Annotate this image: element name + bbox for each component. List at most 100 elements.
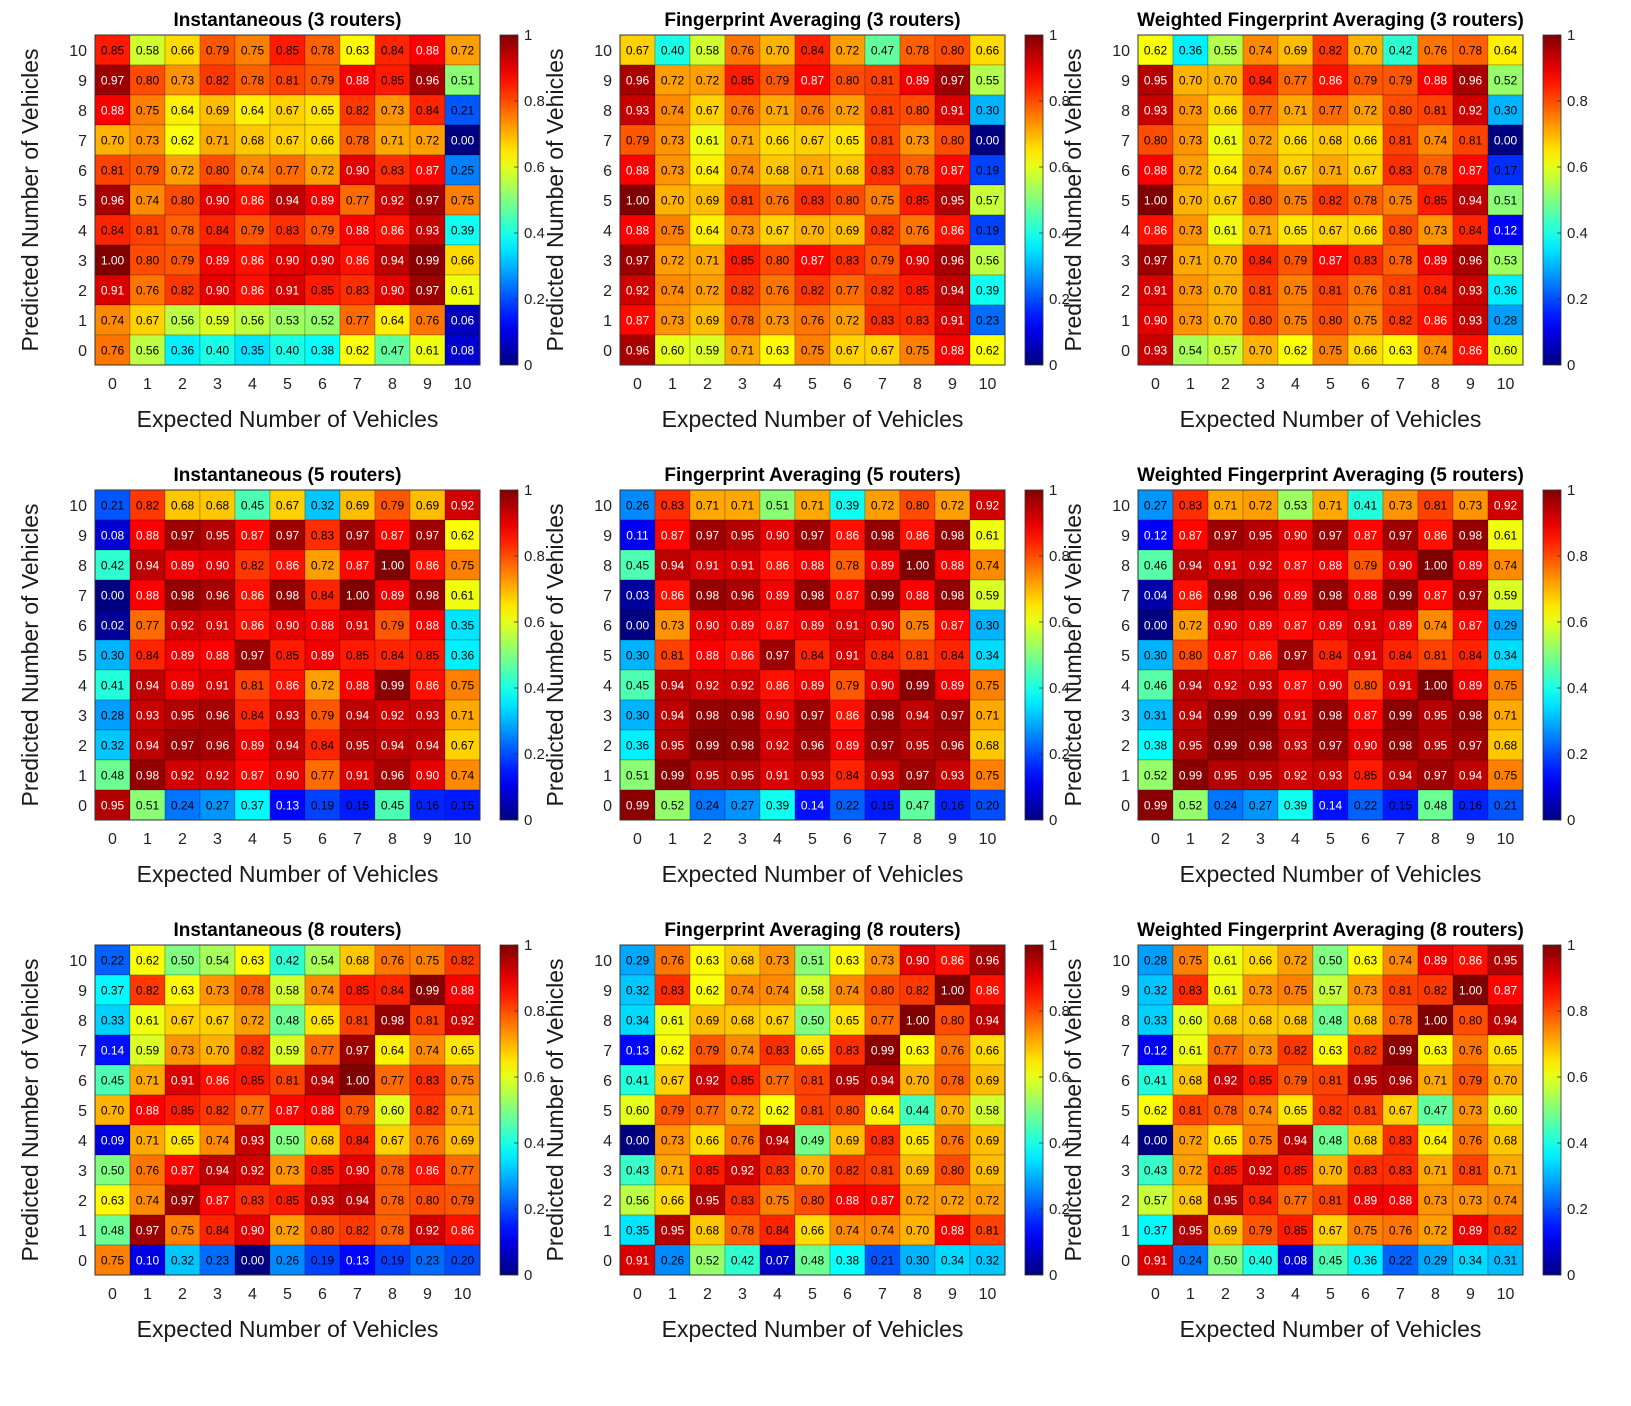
cell-value-label: 0.85 bbox=[1284, 1164, 1308, 1178]
heatmap-cell bbox=[234, 489, 271, 521]
cell-value-label: 0.69 bbox=[696, 314, 720, 328]
cell-value-label: 0.97 bbox=[871, 739, 895, 753]
cell-value-label: 0.64 bbox=[241, 104, 265, 118]
heatmap-cell bbox=[724, 334, 761, 366]
x-tick-label: 7 bbox=[1396, 831, 1405, 848]
colorbar-tick-label: 0 bbox=[1049, 357, 1057, 374]
cell-value-label: 0.74 bbox=[766, 984, 790, 998]
heatmap-cell bbox=[689, 304, 726, 336]
cell-value-label: 0.82 bbox=[136, 984, 160, 998]
heatmap-cell bbox=[269, 34, 306, 66]
cell-value-label: 0.76 bbox=[101, 344, 125, 358]
cell-value-label: 0.97 bbox=[1424, 769, 1448, 783]
cell-value-label: 0.72 bbox=[906, 1194, 930, 1208]
cell-value-label: 0.74 bbox=[101, 314, 125, 328]
cell-value-label: 0.40 bbox=[661, 44, 685, 58]
heatmap-cell bbox=[619, 214, 656, 246]
cell-value-label: 0.80 bbox=[941, 44, 965, 58]
cell-value-label: 0.86 bbox=[1459, 344, 1483, 358]
heatmap-cell bbox=[269, 489, 306, 521]
heatmap-cell bbox=[724, 34, 761, 66]
heatmap-cell bbox=[794, 184, 831, 216]
heatmap-cell bbox=[164, 579, 201, 611]
cell-value-label: 0.83 bbox=[836, 1044, 860, 1058]
y-tick-label: 3 bbox=[78, 708, 87, 725]
y-axis-label: Predicted Number of Vehicles bbox=[1060, 49, 1086, 352]
heatmap-cell bbox=[304, 64, 341, 96]
cell-value-label: 0.69 bbox=[346, 499, 370, 513]
cell-value-label: 0.79 bbox=[1354, 559, 1378, 573]
cell-value-label: 0.73 bbox=[171, 74, 195, 88]
cell-value-label: 0.65 bbox=[451, 1044, 475, 1058]
x-tick-label: 2 bbox=[1221, 376, 1230, 393]
cell-value-label: 0.67 bbox=[1319, 1224, 1343, 1238]
cell-value-label: 0.60 bbox=[661, 344, 685, 358]
cell-value-label: 0.97 bbox=[766, 649, 790, 663]
cell-value-label: 0.88 bbox=[1424, 74, 1448, 88]
cell-value-label: 0.83 bbox=[1354, 254, 1378, 268]
heatmap-cell bbox=[759, 124, 796, 156]
cell-value-label: 0.91 bbox=[206, 679, 230, 693]
cell-value-label: 0.99 bbox=[1249, 709, 1273, 723]
cell-value-label: 0.69 bbox=[451, 1134, 475, 1148]
cell-value-label: 0.24 bbox=[171, 799, 195, 813]
heatmap-cell bbox=[339, 274, 376, 306]
colorbar-tick-label: 1 bbox=[1049, 482, 1057, 499]
cell-value-label: 0.90 bbox=[206, 284, 230, 298]
cell-value-label: 0.96 bbox=[206, 589, 230, 603]
cell-value-label: 0.70 bbox=[101, 134, 125, 148]
heatmap-cell bbox=[899, 274, 936, 306]
cell-value-label: 0.99 bbox=[1214, 739, 1238, 753]
y-tick-label: 2 bbox=[603, 283, 612, 300]
heatmap-cell bbox=[234, 154, 271, 186]
cell-value-label: 0.80 bbox=[941, 1164, 965, 1178]
cell-value-label: 0.98 bbox=[276, 589, 300, 603]
y-tick-label: 2 bbox=[603, 738, 612, 755]
cell-value-label: 0.81 bbox=[241, 679, 265, 693]
cell-value-label: 0.61 bbox=[1494, 529, 1518, 543]
heatmap-cell bbox=[374, 609, 411, 641]
cell-value-label: 0.82 bbox=[871, 284, 895, 298]
cell-value-label: 0.77 bbox=[1214, 1044, 1238, 1058]
colorbar-tick-label: 0.4 bbox=[1567, 225, 1588, 242]
cell-value-label: 0.79 bbox=[871, 254, 895, 268]
cell-value-label: 0.84 bbox=[346, 1134, 370, 1148]
cell-value-label: 0.72 bbox=[836, 104, 860, 118]
cell-value-label: 0.90 bbox=[346, 164, 370, 178]
y-tick-label: 7 bbox=[78, 133, 87, 150]
x-tick-label: 3 bbox=[1256, 1286, 1265, 1303]
cell-value-label: 0.66 bbox=[766, 134, 790, 148]
heatmap-cell bbox=[1277, 274, 1314, 306]
cell-value-label: 0.40 bbox=[276, 344, 300, 358]
cell-value-label: 0.99 bbox=[906, 679, 930, 693]
cell-value-label: 0.87 bbox=[1319, 254, 1343, 268]
x-tick-label: 0 bbox=[633, 1286, 642, 1303]
cell-value-label: 0.97 bbox=[941, 74, 965, 88]
cell-value-label: 0.30 bbox=[626, 649, 650, 663]
cell-value-label: 0.17 bbox=[1494, 164, 1518, 178]
cell-value-label: 0.80 bbox=[136, 74, 160, 88]
cell-value-label: 0.43 bbox=[1144, 1164, 1168, 1178]
cell-value-label: 0.28 bbox=[1144, 954, 1168, 968]
cell-value-label: 0.97 bbox=[1389, 529, 1413, 543]
cell-value-label: 0.75 bbox=[101, 1254, 125, 1268]
cell-value-label: 0.87 bbox=[661, 529, 685, 543]
x-tick-label: 7 bbox=[353, 1286, 362, 1303]
heatmap-cell bbox=[1417, 184, 1454, 216]
heatmap-cell bbox=[304, 639, 341, 671]
cell-value-label: 0.67 bbox=[136, 314, 160, 328]
cell-value-label: 0.83 bbox=[766, 1164, 790, 1178]
cell-value-label: 0.86 bbox=[766, 559, 790, 573]
heatmap-cell bbox=[1242, 154, 1279, 186]
colorbar bbox=[1542, 944, 1562, 1276]
cell-value-label: 0.14 bbox=[801, 799, 825, 813]
cell-value-label: 0.48 bbox=[276, 1014, 300, 1028]
cell-value-label: 0.74 bbox=[661, 104, 685, 118]
colorbar-tick-label: 0.8 bbox=[524, 93, 545, 110]
cell-value-label: 1.00 bbox=[1459, 984, 1483, 998]
cell-value-label: 0.82 bbox=[1319, 44, 1343, 58]
cell-value-label: 0.82 bbox=[1424, 984, 1448, 998]
cell-value-label: 0.76 bbox=[906, 224, 930, 238]
cell-value-label: 0.71 bbox=[1319, 164, 1343, 178]
